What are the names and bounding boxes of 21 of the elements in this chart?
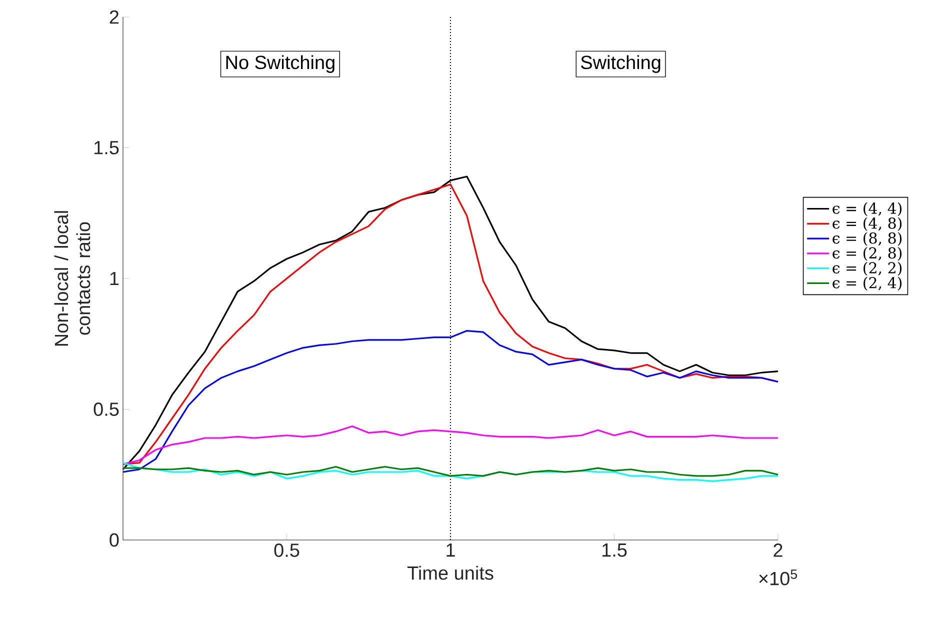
annotation: Switching: [581, 55, 660, 73]
text: ×10$^{5}$: [759, 570, 798, 586]
x-tick-label: 1.5: [602, 544, 627, 557]
y-tick-label: 0: [110, 533, 119, 547]
x-tick-label: 0.5: [274, 544, 300, 557]
line-series: [122, 466, 779, 477]
x-tick-label: 2: [774, 544, 782, 557]
legend-label: ϵ = (2, 4): [832, 276, 902, 291]
y-tick-label: 0.5: [94, 402, 119, 416]
legend-label: ϵ = (4, 8): [832, 217, 902, 231]
legend-label: ϵ = (2, 8): [832, 246, 902, 261]
annotation: No Switching: [226, 55, 334, 73]
legend-label: ϵ = (4, 4): [832, 202, 902, 216]
legend-label: ϵ = (2, 2): [832, 262, 902, 276]
y-tick-label: 1: [110, 272, 119, 286]
x-axis-title: Time units: [407, 566, 494, 580]
y-tick-label: 2: [110, 10, 119, 24]
legend-label: ϵ = (8, 8): [832, 232, 902, 246]
x-tick-label: 1: [446, 544, 455, 557]
y-axis-title: Non-local / local contacts ratio: [54, 211, 90, 346]
y-tick-label: 1.5: [94, 141, 119, 154]
